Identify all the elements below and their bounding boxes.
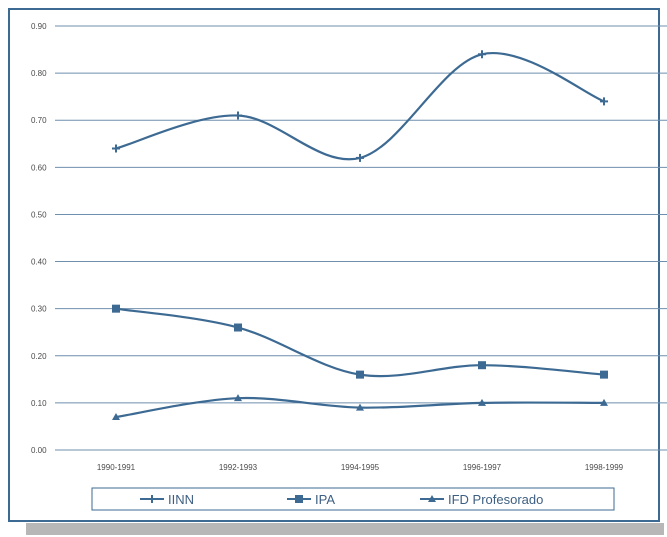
y-tick-label: 0.80	[31, 69, 47, 78]
x-axis-ticks: 1990-1991 1992-1993 1994-1995 1996-1997 1998…	[97, 463, 624, 472]
x-tick-label: 1994-1995	[341, 463, 380, 472]
data-point	[112, 413, 120, 421]
legend-box	[91, 487, 615, 511]
legend: IINN IPA IFD Profesorado	[91, 487, 615, 511]
series-ifd-profesorado	[112, 394, 608, 421]
data-point	[112, 144, 120, 153]
legend-item: IINN	[140, 492, 194, 507]
data-point	[478, 398, 486, 406]
data-point	[234, 323, 242, 332]
frame-shadow	[26, 523, 664, 535]
data-point	[478, 361, 486, 370]
legend-label: IINN	[168, 492, 194, 507]
y-tick-label: 0.90	[31, 22, 47, 31]
data-point	[112, 304, 120, 313]
legend-item: IPA	[287, 492, 335, 507]
y-axis-ticks: 0.00 0.10 0.20 0.30 0.40 0.50 0.60 0.70 0.80 0.90	[31, 22, 47, 455]
series-layer	[112, 50, 608, 421]
x-tick-label: 1992-1993	[219, 463, 258, 472]
y-tick-label: 0.60	[31, 163, 47, 172]
data-point	[478, 50, 486, 59]
legend-marker	[148, 495, 156, 503]
data-point	[356, 153, 364, 162]
x-tick-label: 1996-1997	[463, 463, 502, 472]
y-tick-label: 0.40	[31, 258, 47, 267]
x-tick-label: 1990-1991	[97, 463, 136, 472]
y-tick-label: 0.70	[31, 116, 47, 125]
y-tick-label: 0.50	[31, 210, 47, 219]
legend-label: IPA	[315, 492, 335, 507]
data-point	[600, 398, 608, 406]
data-point	[234, 394, 242, 402]
y-tick-label: 0.10	[31, 399, 47, 408]
data-point	[356, 370, 364, 379]
series-line	[115, 51, 605, 161]
y-tick-label: 0.20	[31, 352, 47, 361]
legend-marker	[428, 495, 436, 502]
data-point	[600, 97, 608, 106]
y-tick-label: 0.30	[31, 305, 47, 314]
grid-layer	[55, 25, 667, 451]
y-tick-label: 0.00	[31, 446, 47, 455]
x-tick-label: 1998-1999	[585, 463, 624, 472]
data-point	[234, 111, 242, 120]
series-iinn	[112, 50, 608, 162]
legend-marker	[295, 495, 303, 503]
legend-label: IFD Profesorado	[448, 492, 543, 507]
series-line	[115, 307, 605, 378]
data-point	[356, 403, 364, 411]
series-ipa	[112, 304, 608, 379]
chart-frame	[8, 8, 660, 522]
data-point	[600, 370, 608, 379]
legend-item: IFD Profesorado	[420, 492, 543, 507]
